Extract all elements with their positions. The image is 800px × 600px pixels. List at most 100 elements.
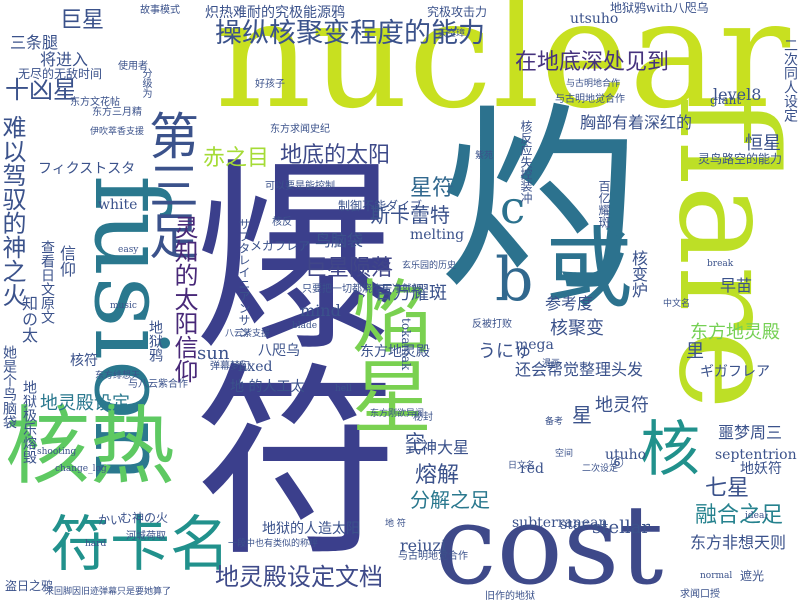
word: c <box>500 181 526 234</box>
word: 噩梦周三 <box>718 423 783 442</box>
word: normal <box>700 571 733 581</box>
word: 漫画 <box>542 359 561 369</box>
word: 十凶星 <box>5 76 77 104</box>
word: 旧作的地狱 <box>485 591 535 600</box>
word: 中文名 <box>663 299 691 309</box>
word: 七星 <box>705 476 750 501</box>
word: reiuzi <box>400 536 447 555</box>
word: む神の火 <box>120 511 169 525</box>
word: 究极攻击力 <box>427 5 488 19</box>
word: 鸟脑袋 <box>315 231 364 250</box>
word: 一段中也有类似的称呼 <box>228 539 319 549</box>
word: 熔解 <box>415 463 460 488</box>
word: hell <box>335 384 352 394</box>
word: 东方地灵殿 <box>360 344 430 360</box>
word: giant <box>710 93 742 107</box>
word: hard <box>85 539 107 549</box>
word: 里 <box>686 341 704 362</box>
word: 核 <box>640 415 700 485</box>
word: 巨星 <box>60 8 105 33</box>
word: cost <box>435 481 664 600</box>
word: 可以要是能控制 <box>265 181 335 192</box>
word: 使用者 <box>118 61 148 72</box>
word: sun <box>197 343 230 364</box>
word: easy <box>118 245 139 255</box>
word: 东方非想天则 <box>690 533 787 552</box>
word: 地狱极乐熔毁 <box>21 380 37 464</box>
word: 地灵符 <box>595 395 649 416</box>
word: 核变炉 <box>629 250 648 298</box>
word: white <box>98 197 138 213</box>
word: 东方三月精 <box>92 107 142 118</box>
word: 核热 <box>5 398 176 497</box>
word: 式神大星 <box>405 438 470 457</box>
word: 遮光 <box>740 569 765 583</box>
word: 东方绯想天 <box>95 371 141 381</box>
word: change_log <box>55 464 107 474</box>
word: fixed <box>238 359 273 375</box>
word: 星 <box>572 403 592 427</box>
word: 百万耀斑 <box>375 283 447 304</box>
word: 第三足 <box>141 110 199 260</box>
word: 反被打败 <box>472 319 512 330</box>
word: 斯卡蕾特 <box>370 203 450 227</box>
word: 灼 <box>404 95 637 295</box>
word: メガフレア <box>250 239 311 253</box>
word: 在地底深处见到 <box>515 50 670 75</box>
word: 八云紫支援 <box>225 329 271 339</box>
word: 地 的人工太 <box>230 379 305 395</box>
word: 天空璋 <box>438 29 466 39</box>
word: 融合之足 <box>695 503 784 528</box>
word: 八咫乌 <box>258 343 300 359</box>
word: サブタレイニアンサン <box>237 218 251 338</box>
word: 灵知的太阳信仰 <box>170 215 198 383</box>
word: 紫苑 <box>475 151 494 161</box>
word: flare <box>649 95 800 410</box>
word: stellar <box>592 517 650 538</box>
word: 地狱的人造太阳 <box>262 521 360 537</box>
word: 焰星 <box>339 275 432 435</box>
word: 好孩子 <box>255 79 285 90</box>
word: 伊吹萃香支援 <box>90 127 145 137</box>
word: ギガフレア <box>700 364 770 380</box>
word: 备考 <box>545 417 564 427</box>
word: 或 <box>545 217 634 320</box>
word: 日文名 <box>508 461 536 471</box>
word: 核符 <box>70 353 98 369</box>
word: star <box>560 517 588 533</box>
word: 与八云紫合作 <box>128 379 188 390</box>
word: shooting <box>37 447 77 457</box>
word: 盗日之鸦 <box>5 579 54 593</box>
word: 故事模式 <box>140 5 180 16</box>
word: 恒星 <box>745 133 781 154</box>
word: red <box>520 461 544 477</box>
word: ⑥ <box>610 453 625 472</box>
word: 灵鸟路空的能力 <box>698 152 783 166</box>
word: 她是个鸟脑袋 <box>1 345 17 429</box>
word: fusion <box>72 175 189 485</box>
word: subterranean <box>512 515 608 531</box>
word: 空间 <box>555 449 574 459</box>
word: 核聚变 <box>550 318 604 339</box>
word: 将进入 <box>40 50 89 69</box>
word: 玄乐园的历史 <box>402 261 457 271</box>
word: 制御不能ダイブ <box>338 199 423 213</box>
word: 地妖符 <box>740 461 782 477</box>
word: 东方地灵殿 <box>690 322 780 343</box>
word: 巨星陨落 <box>305 256 394 281</box>
word: level8 <box>713 85 762 104</box>
word: 核反应失控装冲 <box>519 120 533 204</box>
word: 分解之足 <box>410 488 490 512</box>
word: 求闻口授 <box>680 589 720 600</box>
word: 地 符 <box>385 519 406 529</box>
word: かい <box>98 513 123 527</box>
word: blade <box>292 321 318 331</box>
word: 百亿耀斑 <box>597 180 611 228</box>
word: 信仰 <box>57 245 76 277</box>
word: b <box>495 245 534 315</box>
word: 查看日文原文 <box>39 240 55 324</box>
word: 来回脚因旧迹弹幕只是要她算了 <box>45 587 172 597</box>
word: 地灵殿设定文档 <box>215 563 383 591</box>
word: ideal <box>745 511 768 521</box>
word: 弹幕梦幻 <box>210 361 250 372</box>
